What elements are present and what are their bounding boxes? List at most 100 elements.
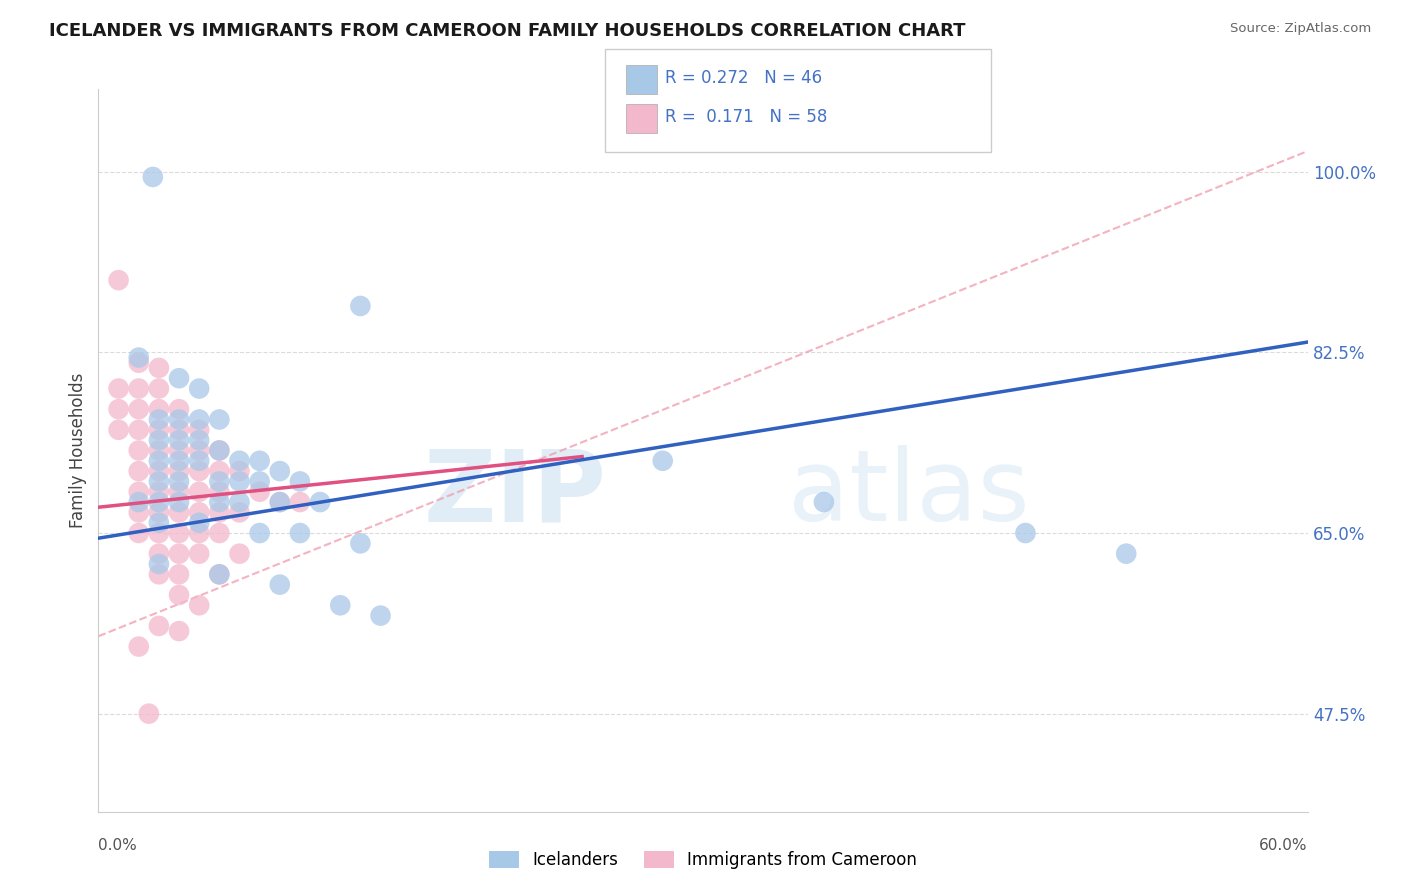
- Text: 60.0%: 60.0%: [1260, 838, 1308, 853]
- Point: [208, 567, 231, 582]
- Point: [208, 505, 231, 519]
- Point: [148, 484, 170, 499]
- Point: [167, 412, 190, 426]
- Point: [148, 433, 170, 447]
- Point: [167, 475, 190, 489]
- Point: [228, 505, 250, 519]
- Point: [1115, 547, 1137, 561]
- Point: [128, 351, 150, 365]
- Point: [167, 505, 190, 519]
- Point: [148, 412, 170, 426]
- Point: [107, 273, 129, 287]
- Point: [188, 505, 211, 519]
- Point: [128, 402, 150, 417]
- Point: [249, 526, 271, 541]
- Point: [148, 495, 170, 509]
- Point: [148, 516, 170, 530]
- Point: [228, 547, 250, 561]
- Y-axis label: Family Households: Family Households: [69, 373, 87, 528]
- Point: [148, 567, 170, 582]
- Point: [188, 412, 211, 426]
- Point: [188, 516, 211, 530]
- Point: [107, 402, 129, 417]
- Point: [167, 464, 190, 478]
- Point: [107, 382, 129, 396]
- Point: [349, 299, 371, 313]
- Point: [188, 464, 211, 478]
- Text: ICELANDER VS IMMIGRANTS FROM CAMEROON FAMILY HOUSEHOLDS CORRELATION CHART: ICELANDER VS IMMIGRANTS FROM CAMEROON FA…: [49, 22, 966, 40]
- Text: 0.0%: 0.0%: [98, 838, 138, 853]
- Point: [148, 360, 170, 375]
- Point: [148, 505, 170, 519]
- Point: [128, 443, 150, 458]
- Point: [138, 706, 160, 721]
- Point: [208, 495, 231, 509]
- Point: [128, 526, 150, 541]
- Point: [208, 412, 231, 426]
- Point: [128, 505, 150, 519]
- Point: [208, 526, 231, 541]
- Point: [148, 526, 170, 541]
- Point: [370, 608, 392, 623]
- Point: [208, 464, 231, 478]
- Point: [188, 526, 211, 541]
- Point: [128, 356, 150, 370]
- Point: [148, 464, 170, 478]
- Point: [249, 475, 271, 489]
- Point: [269, 495, 291, 509]
- Point: [249, 484, 271, 499]
- Point: [188, 454, 211, 468]
- Point: [167, 402, 190, 417]
- Point: [269, 464, 291, 478]
- Point: [167, 495, 190, 509]
- Point: [128, 640, 150, 654]
- Point: [188, 547, 211, 561]
- Point: [167, 526, 190, 541]
- Point: [269, 577, 291, 591]
- Point: [309, 495, 332, 509]
- Point: [288, 475, 311, 489]
- Point: [188, 433, 211, 447]
- Point: [128, 423, 150, 437]
- Point: [188, 423, 211, 437]
- Point: [167, 624, 190, 639]
- Point: [148, 443, 170, 458]
- Point: [329, 599, 352, 613]
- Point: [167, 423, 190, 437]
- Point: [148, 619, 170, 633]
- Text: ZIP: ZIP: [423, 445, 606, 542]
- Point: [813, 495, 835, 509]
- Point: [228, 464, 250, 478]
- Point: [167, 454, 190, 468]
- Text: Source: ZipAtlas.com: Source: ZipAtlas.com: [1230, 22, 1371, 36]
- Point: [148, 454, 170, 468]
- Point: [148, 382, 170, 396]
- Point: [208, 484, 231, 499]
- Point: [148, 423, 170, 437]
- Point: [288, 526, 311, 541]
- Point: [1014, 526, 1036, 541]
- Point: [128, 464, 150, 478]
- Point: [167, 433, 190, 447]
- Text: R = 0.272   N = 46: R = 0.272 N = 46: [665, 69, 823, 87]
- Legend: Icelanders, Immigrants from Cameroon: Icelanders, Immigrants from Cameroon: [482, 844, 924, 876]
- Point: [228, 495, 250, 509]
- Point: [208, 443, 231, 458]
- Point: [148, 557, 170, 571]
- Point: [208, 443, 231, 458]
- Point: [167, 371, 190, 385]
- Point: [269, 495, 291, 509]
- Point: [142, 169, 165, 184]
- Point: [188, 599, 211, 613]
- Point: [167, 484, 190, 499]
- Point: [651, 454, 673, 468]
- Point: [128, 484, 150, 499]
- Point: [167, 567, 190, 582]
- Point: [167, 443, 190, 458]
- Text: R =  0.171   N = 58: R = 0.171 N = 58: [665, 108, 827, 126]
- Point: [208, 567, 231, 582]
- Point: [167, 547, 190, 561]
- Point: [249, 454, 271, 468]
- Point: [148, 547, 170, 561]
- Point: [288, 495, 311, 509]
